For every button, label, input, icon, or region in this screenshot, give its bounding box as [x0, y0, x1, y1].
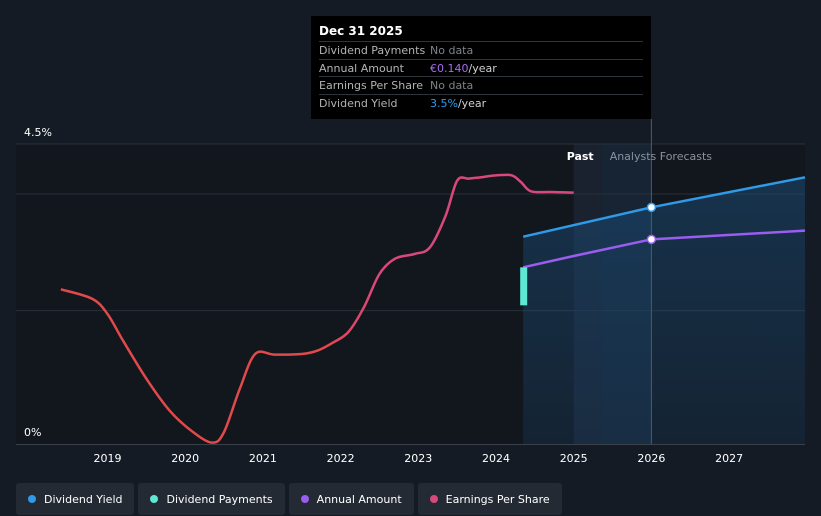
legend-annual-amount[interactable]: Annual Amount: [288, 483, 414, 515]
x-tick-label: 2022: [327, 452, 355, 465]
x-tick-label: 2021: [249, 452, 277, 465]
x-tick-labels: 2019 2020 2021 2022 2023 2024 2025 2026 2027: [94, 452, 744, 465]
past-label: Past: [567, 150, 594, 163]
x-tick-label: 2026: [637, 452, 665, 465]
marker-layer: [646, 202, 657, 245]
legend-label: Annual Amount: [316, 492, 402, 506]
y-axis-label-top: 4.5%: [24, 126, 52, 139]
legend-label: Dividend Yield: [44, 492, 123, 506]
x-tick-label: 2019: [94, 452, 122, 465]
legend-dividend-yield[interactable]: Dividend Yield: [16, 483, 135, 515]
series-bar-dividend-payments: [520, 267, 528, 306]
y-axis-label-bottom: 0%: [24, 426, 41, 439]
series-line-annual-amount: [522, 229, 806, 269]
tooltip-value: No data: [430, 79, 474, 92]
series-line-earnings-per-share: [60, 173, 574, 444]
tooltip-row-dividend-yield: Dividend Yield 3.5%/year: [319, 93, 643, 112]
x-tick-label: 2020: [171, 452, 199, 465]
hover-tooltip: Dec 31 2025 Dividend Payments No data An…: [311, 16, 651, 119]
tooltip-date: Dec 31 2025: [319, 24, 403, 38]
forecast-range-area: [523, 177, 805, 445]
tooltip-value: 3.5%/year: [430, 96, 487, 110]
chart-legend: Dividend Yield Dividend Payments Annual …: [16, 483, 562, 515]
tooltip-label: Dividend Yield: [319, 96, 398, 110]
legend-dot-icon: [28, 495, 36, 503]
forecast-label: Analysts Forecasts: [610, 150, 713, 163]
legend-dividend-payments[interactable]: Dividend Payments: [138, 483, 285, 515]
hover-marker-annual-amount: [646, 234, 657, 245]
legend-dot-icon: [429, 495, 438, 503]
tooltip-label: Dividend Payments: [319, 44, 426, 57]
legend-label: Dividend Payments: [166, 492, 273, 506]
tooltip-row-eps: Earnings Per Share No data: [319, 76, 643, 94]
legend-dot-icon: [300, 495, 309, 503]
x-tick-label: 2027: [715, 452, 743, 465]
tooltip-row-annual-amount: Annual Amount €0.140/year: [319, 58, 643, 77]
legend-dot-icon: [150, 495, 159, 503]
tooltip-value: €0.140/year: [430, 61, 497, 75]
tooltip-value: No data: [430, 44, 474, 57]
hover-marker-dividend-yield: [646, 202, 657, 213]
series-layer: [60, 173, 806, 444]
legend-label: Earnings Per Share: [445, 492, 550, 506]
x-tick-label: 2024: [482, 452, 510, 465]
x-tick-label: 2023: [404, 452, 432, 465]
legend-earnings-per-share[interactable]: Earnings Per Share: [417, 483, 562, 515]
tooltip-label: Annual Amount: [319, 61, 404, 75]
tooltip-row-dividend-payments: Dividend Payments No data: [319, 41, 643, 59]
x-tick-label: 2025: [560, 452, 588, 465]
tooltip-label: Earnings Per Share: [319, 79, 424, 92]
